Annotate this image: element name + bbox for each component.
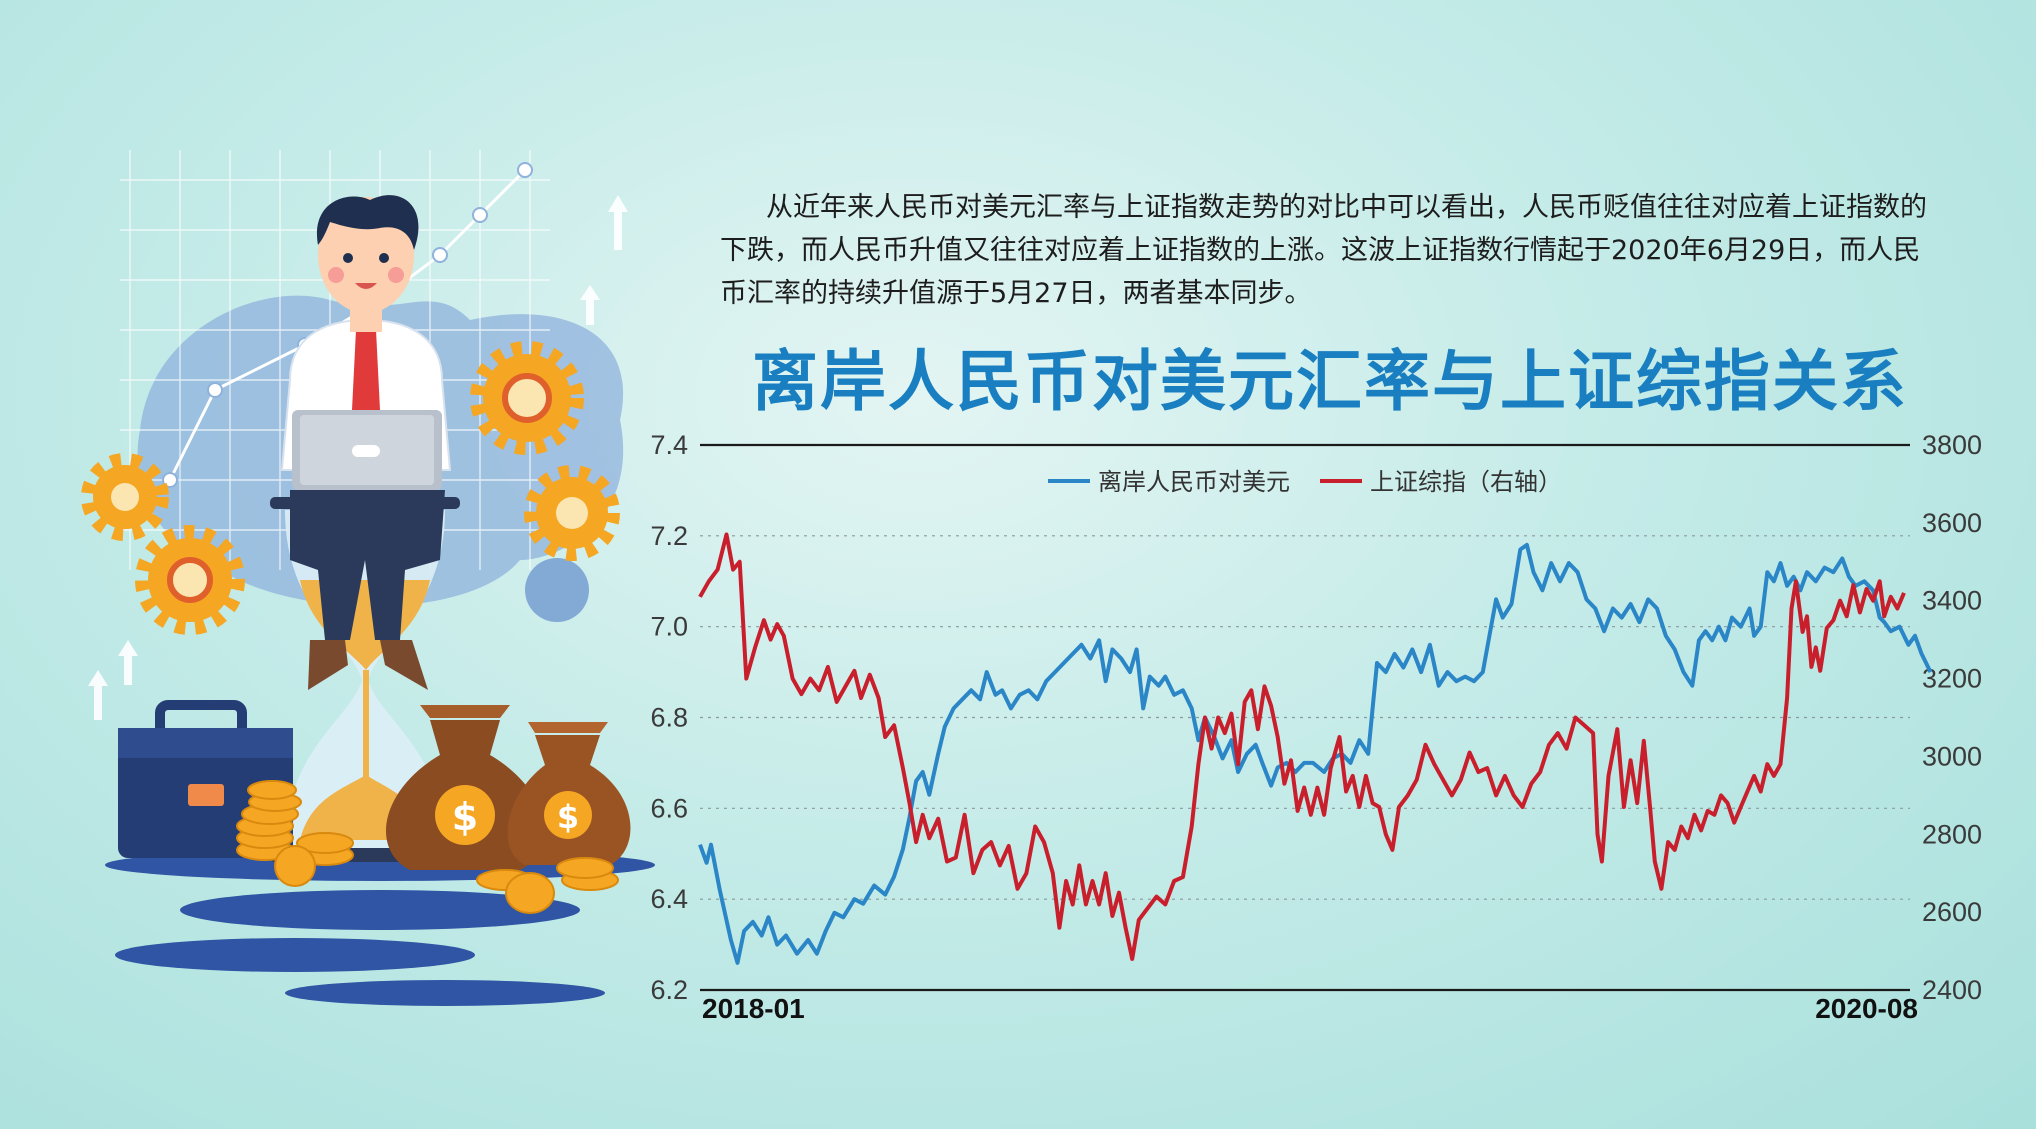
right-tick-label: 3600 (1922, 508, 1982, 538)
left-tick-label: 7.2 (650, 521, 688, 551)
legend-label-sse: 上证综指（右轴） (1370, 468, 1562, 496)
intro-paragraph: 从近年来人民币对美元汇率与上证指数走势的对比中可以看出，人民币贬值往往对应着上证… (720, 192, 1927, 309)
chart-title: 离岸人民币对美元汇率与上证综指关系 (752, 343, 1908, 420)
left-tick-label: 6.4 (650, 884, 688, 914)
chart-gridlines (700, 443, 1910, 992)
chart-legend: 离岸人民币对美元 上证综指（右轴） (1048, 468, 1562, 496)
x-start-label: 2018-01 (702, 993, 805, 1024)
right-tick-label: 2600 (1922, 897, 1982, 927)
series-line-sse (698, 532, 1906, 961)
right-tick-label: 2800 (1922, 819, 1982, 849)
svg-text:$: $ (557, 798, 579, 836)
left-tick-label: 6.6 (650, 793, 688, 823)
businessman-illustration: $ $ (81, 150, 655, 1006)
right-tick-label: 3200 (1922, 664, 1982, 694)
left-tick-label: 7.4 (650, 430, 688, 460)
coin-stacks-icon (236, 780, 619, 914)
left-tick-label: 7.0 (650, 612, 688, 642)
series-line-cnh (698, 542, 1933, 965)
businessman-figure (280, 195, 452, 690)
left-tick-label: 6.8 (650, 703, 688, 733)
x-end-label: 2020-08 (1815, 993, 1918, 1024)
right-tick-label: 2400 (1922, 975, 1982, 1005)
legend-label-cnh: 离岸人民币对美元 (1098, 468, 1290, 496)
gear-icons (81, 341, 620, 635)
right-tick-label: 3000 (1922, 741, 1982, 771)
chart-series (698, 532, 1933, 965)
arrow-up-icons (88, 195, 628, 720)
svg-text:$: $ (452, 795, 478, 839)
right-axis: 3800 3600 3400 3200 3000 2800 2600 2400 (1922, 430, 1982, 1005)
left-tick-label: 6.2 (650, 975, 688, 1005)
left-axis: 7.4 7.2 7.0 6.8 6.6 6.4 6.2 (650, 430, 688, 1005)
money-bag-icons: $ $ (386, 705, 631, 870)
right-tick-label: 3400 (1922, 586, 1982, 616)
right-tick-label: 3800 (1922, 430, 1982, 460)
